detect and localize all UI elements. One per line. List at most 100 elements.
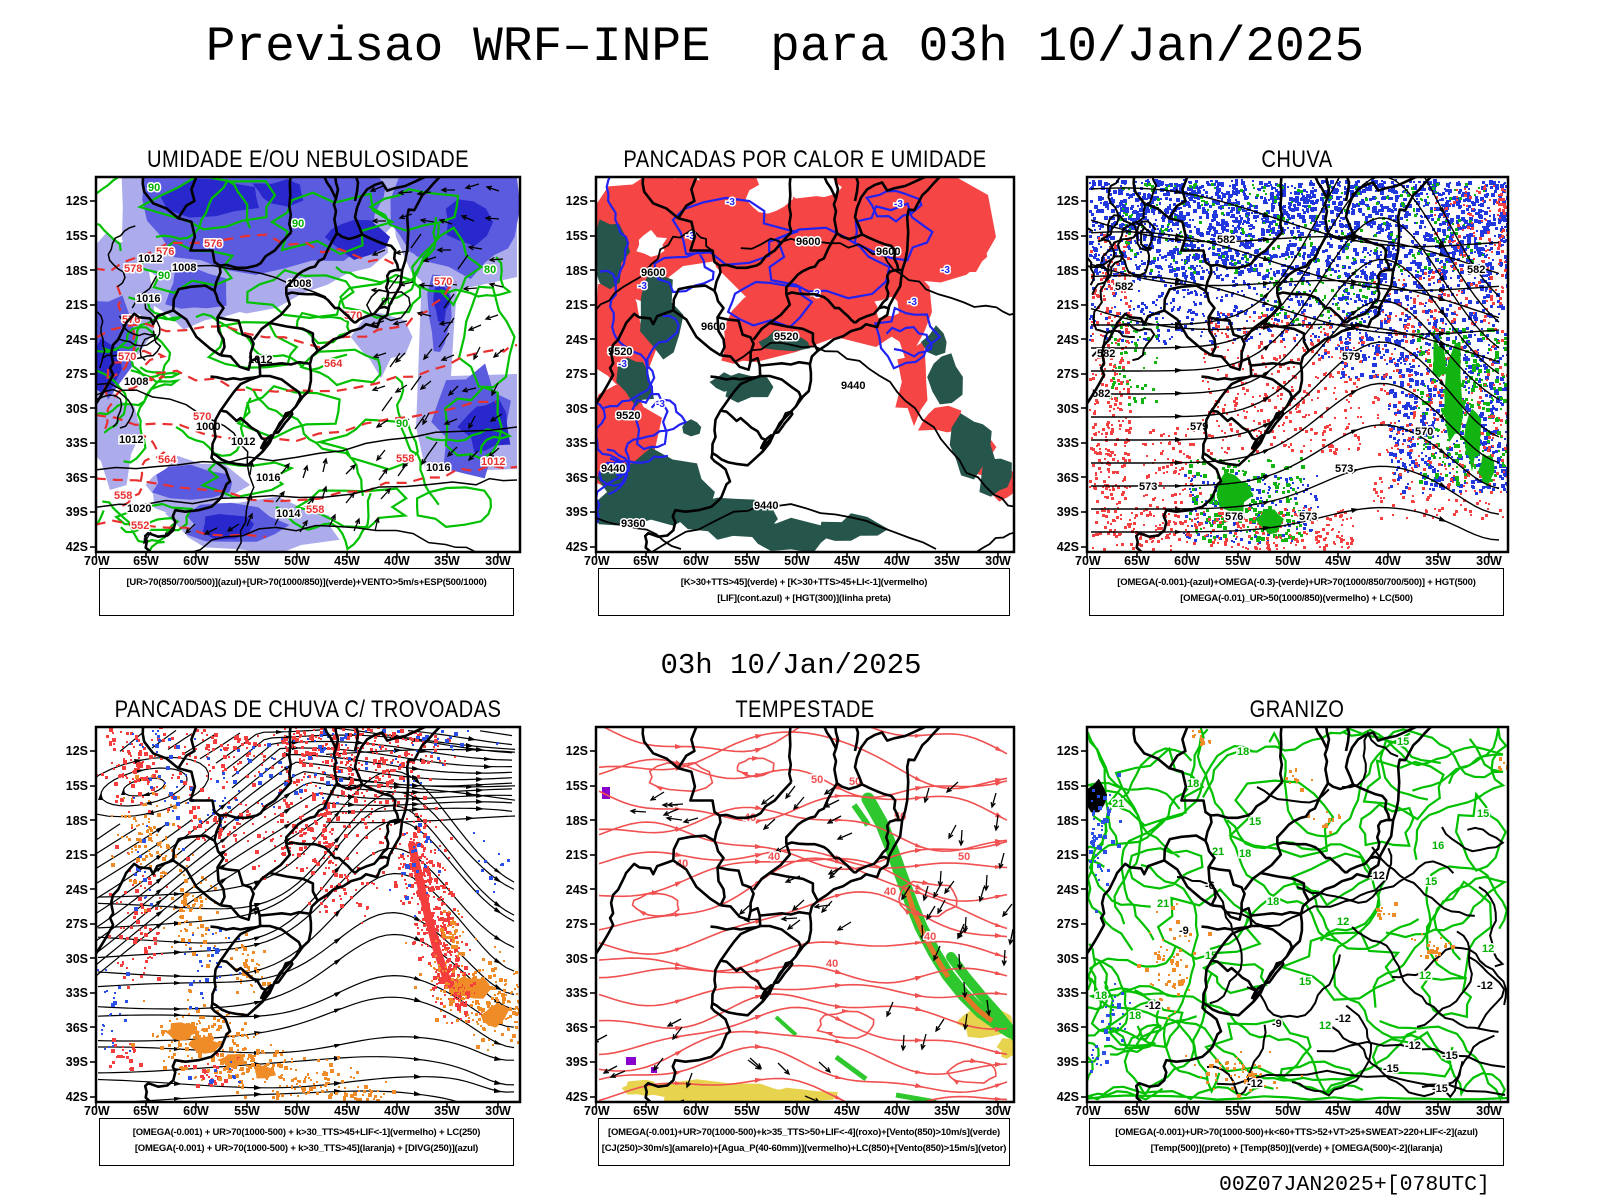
svg-text:55W: 55W bbox=[734, 554, 760, 568]
svg-text:18S: 18S bbox=[66, 264, 88, 278]
svg-text:12: 12 bbox=[1419, 970, 1431, 982]
svg-text:42S: 42S bbox=[1057, 540, 1079, 554]
svg-text:-12: -12 bbox=[1145, 1000, 1161, 1012]
svg-text:18S: 18S bbox=[566, 814, 588, 828]
svg-text:70W: 70W bbox=[584, 554, 610, 568]
svg-text:55W: 55W bbox=[234, 554, 260, 568]
svg-text:9600: 9600 bbox=[876, 246, 900, 258]
svg-text:-12: -12 bbox=[1247, 1078, 1263, 1090]
svg-text:60W: 60W bbox=[1174, 1104, 1200, 1118]
svg-text:40: 40 bbox=[884, 886, 896, 898]
svg-text:576: 576 bbox=[1225, 511, 1243, 523]
svg-text:24S: 24S bbox=[66, 883, 88, 897]
svg-text:558: 558 bbox=[306, 504, 324, 516]
svg-text:27S: 27S bbox=[566, 917, 588, 931]
svg-text:39S: 39S bbox=[1057, 1055, 1079, 1069]
svg-text:-12: -12 bbox=[1369, 870, 1385, 882]
svg-text:40W: 40W bbox=[384, 554, 410, 568]
svg-text:21S: 21S bbox=[566, 298, 588, 312]
svg-text:40W: 40W bbox=[1375, 1104, 1401, 1118]
svg-text:1000: 1000 bbox=[196, 421, 220, 433]
svg-text:24S: 24S bbox=[566, 883, 588, 897]
svg-text:40W: 40W bbox=[384, 1104, 410, 1118]
svg-text:60W: 60W bbox=[683, 1104, 709, 1118]
svg-text:21S: 21S bbox=[66, 848, 88, 862]
svg-text:-3: -3 bbox=[656, 399, 665, 410]
svg-text:60W: 60W bbox=[183, 1104, 209, 1118]
svg-text:15: 15 bbox=[1249, 816, 1261, 828]
svg-text:30W: 30W bbox=[985, 554, 1011, 568]
svg-text:9600: 9600 bbox=[796, 236, 820, 248]
svg-text:573: 573 bbox=[1299, 511, 1317, 523]
svg-text:27S: 27S bbox=[1057, 367, 1079, 381]
svg-text:564: 564 bbox=[158, 454, 177, 466]
svg-text:21S: 21S bbox=[66, 298, 88, 312]
svg-text:65W: 65W bbox=[1124, 1104, 1150, 1118]
svg-text:-3: -3 bbox=[941, 265, 950, 276]
svg-text:-3: -3 bbox=[894, 199, 903, 210]
svg-text:582: 582 bbox=[1467, 264, 1485, 276]
svg-text:90: 90 bbox=[158, 270, 170, 282]
svg-text:36S: 36S bbox=[66, 1021, 88, 1035]
svg-text:60W: 60W bbox=[183, 554, 209, 568]
svg-text:55W: 55W bbox=[1225, 1104, 1251, 1118]
svg-text:1008: 1008 bbox=[172, 262, 196, 274]
svg-text:21S: 21S bbox=[1057, 848, 1079, 862]
svg-text:570: 570 bbox=[193, 411, 211, 423]
svg-text:50W: 50W bbox=[1275, 1104, 1301, 1118]
svg-text:558: 558 bbox=[114, 490, 132, 502]
svg-text:45W: 45W bbox=[1325, 1104, 1351, 1118]
svg-text:-15: -15 bbox=[1383, 1063, 1399, 1075]
svg-text:70W: 70W bbox=[84, 554, 110, 568]
svg-text:55W: 55W bbox=[734, 1104, 760, 1118]
svg-text:18: 18 bbox=[1187, 778, 1199, 790]
svg-text:55W: 55W bbox=[1225, 554, 1251, 568]
svg-text:33S: 33S bbox=[1057, 436, 1079, 450]
svg-text:9440: 9440 bbox=[754, 500, 778, 512]
svg-text:9360: 9360 bbox=[621, 518, 645, 530]
svg-text:50W: 50W bbox=[1275, 554, 1301, 568]
svg-text:-3: -3 bbox=[618, 359, 627, 370]
svg-text:15S: 15S bbox=[66, 229, 88, 243]
svg-text:573: 573 bbox=[1335, 463, 1353, 475]
svg-text:39S: 39S bbox=[1057, 505, 1079, 519]
svg-text:12: 12 bbox=[1482, 943, 1494, 955]
svg-text:1020: 1020 bbox=[127, 503, 151, 515]
svg-text:582: 582 bbox=[1115, 281, 1133, 293]
svg-text:45W: 45W bbox=[334, 1104, 360, 1118]
svg-text:12: 12 bbox=[1337, 916, 1349, 928]
svg-text:42S: 42S bbox=[566, 540, 588, 554]
svg-text:15S: 15S bbox=[566, 229, 588, 243]
svg-text:12S: 12S bbox=[1057, 744, 1079, 758]
svg-text:570: 570 bbox=[1415, 426, 1433, 438]
svg-text:1016: 1016 bbox=[256, 472, 280, 484]
svg-text:18S: 18S bbox=[66, 814, 88, 828]
svg-text:39S: 39S bbox=[566, 505, 588, 519]
svg-text:24S: 24S bbox=[566, 333, 588, 347]
svg-text:30W: 30W bbox=[985, 1104, 1011, 1118]
svg-text:30S: 30S bbox=[66, 402, 88, 416]
svg-text:1012: 1012 bbox=[481, 456, 505, 468]
svg-text:35W: 35W bbox=[934, 1104, 960, 1118]
svg-text:18S: 18S bbox=[566, 264, 588, 278]
svg-text:21S: 21S bbox=[566, 848, 588, 862]
svg-text:42S: 42S bbox=[1057, 1090, 1079, 1104]
svg-text:90: 90 bbox=[381, 296, 393, 308]
svg-text:50: 50 bbox=[958, 851, 970, 863]
svg-text:80: 80 bbox=[484, 264, 496, 276]
svg-text:-15: -15 bbox=[1442, 1050, 1458, 1062]
svg-text:65W: 65W bbox=[633, 554, 659, 568]
svg-text:70W: 70W bbox=[84, 1104, 110, 1118]
svg-text:39S: 39S bbox=[66, 1055, 88, 1069]
svg-text:15S: 15S bbox=[566, 779, 588, 793]
svg-text:15S: 15S bbox=[66, 779, 88, 793]
svg-text:576: 576 bbox=[156, 246, 174, 258]
svg-text:18S: 18S bbox=[1057, 264, 1079, 278]
svg-text:50W: 50W bbox=[784, 1104, 810, 1118]
svg-text:21: 21 bbox=[1212, 846, 1224, 858]
svg-text:18: 18 bbox=[1239, 848, 1251, 860]
svg-text:21: 21 bbox=[1157, 898, 1169, 910]
svg-text:-12: -12 bbox=[1335, 1013, 1351, 1025]
svg-text:30S: 30S bbox=[1057, 402, 1079, 416]
svg-text:42S: 42S bbox=[566, 1090, 588, 1104]
